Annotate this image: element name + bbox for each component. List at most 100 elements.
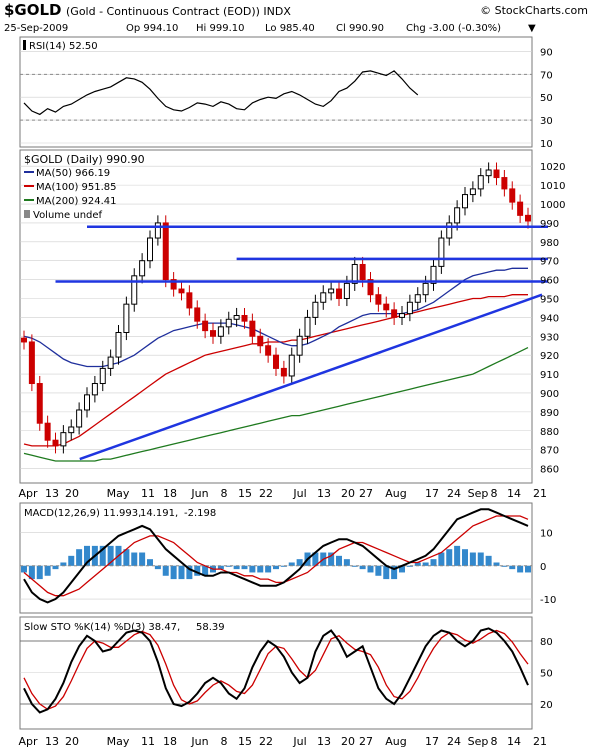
- watermark: © StockCharts.com: [480, 4, 588, 17]
- macd-histogram-bar: [257, 565, 264, 573]
- macd-histogram-bar: [52, 565, 59, 570]
- candle-body: [107, 356, 114, 369]
- macd-legend-label: MACD(12,26,9) 11.993,: [24, 508, 141, 519]
- x-tick-label: 14: [507, 735, 521, 748]
- x-tick-label: 18: [163, 735, 177, 748]
- candle-body: [21, 337, 27, 343]
- macd-histogram-bar: [477, 552, 484, 566]
- macd-histogram-bar: [28, 565, 35, 580]
- price-legend: $GOLD (Daily) 990.90 MA(50) 966.19 MA(10…: [24, 153, 145, 221]
- rsi-tick-label: 70: [540, 70, 553, 81]
- price-tick-label: 940: [540, 313, 559, 324]
- change-down-marker: ▼: [528, 23, 536, 34]
- candle-body: [28, 341, 35, 385]
- candle-body: [210, 330, 216, 337]
- x-tick-label: Apr: [18, 735, 38, 748]
- macd-histogram-bar: [399, 565, 405, 573]
- x-tick-label: 13: [45, 735, 59, 748]
- macd-histogram-bar: [343, 559, 350, 566]
- macd-histogram-bar: [76, 549, 83, 566]
- x-tick-label: 21: [533, 487, 547, 500]
- candle-body: [359, 263, 366, 281]
- rsi-series: [20, 70, 532, 121]
- x-tick-label: 8: [491, 487, 498, 500]
- candle-body: [399, 313, 405, 318]
- macd-histogram-bar: [44, 565, 51, 576]
- x-tick-label: 13: [317, 487, 331, 500]
- macd-hist-legend: -2.198: [184, 508, 216, 519]
- candle-body: [178, 288, 185, 294]
- macd-histogram-bar: [525, 565, 531, 573]
- candle-body: [509, 188, 516, 203]
- macd-histogram-bar: [217, 565, 224, 570]
- macd-histogram-bar: [328, 552, 335, 566]
- macd-histogram-bar: [273, 565, 279, 570]
- candle-body: [36, 383, 43, 424]
- stochastic-d-line: [23, 629, 529, 711]
- x-tick-label: 24: [447, 487, 461, 500]
- macd-histogram-bar: [162, 565, 169, 576]
- x-tick-label: 20: [341, 735, 355, 748]
- candle-body: [154, 222, 161, 239]
- candle-body: [430, 265, 437, 284]
- macd-legend: MACD(12,26,9) 11.993, 14.191, -2.198: [24, 508, 216, 519]
- x-tick-label: Jul: [292, 487, 306, 500]
- candle-body: [233, 315, 240, 320]
- price-tick-label: 930: [540, 332, 559, 343]
- stochastic-panel: [19, 616, 533, 730]
- macd-histogram-bar: [312, 552, 319, 566]
- price-tick-label: 990: [540, 219, 559, 230]
- candle-body: [99, 367, 106, 385]
- candle-body: [406, 301, 413, 315]
- candle-body: [217, 326, 224, 337]
- price-tick-label: 1010: [540, 181, 565, 192]
- candle-body: [367, 279, 374, 296]
- candle-body: [343, 282, 350, 299]
- rsi-legend-label: RSI(14) 52.50: [29, 41, 98, 52]
- candle-body: [485, 169, 492, 177]
- stochastic-tick-label: 50: [540, 669, 553, 680]
- candle-body: [414, 294, 421, 303]
- price-tick-label: 910: [540, 370, 559, 381]
- candle-body: [438, 237, 445, 267]
- rsi-tick-label: 50: [540, 93, 553, 104]
- x-tick-label: 8: [221, 487, 228, 500]
- candle-body: [351, 263, 358, 284]
- candle-body: [265, 345, 272, 356]
- price-panel: [19, 149, 533, 484]
- macd-signal-legend: 14.191,: [140, 508, 178, 519]
- stochastic-legend-label: Slow STO %K(14) %D(3) 38.47,: [24, 622, 180, 633]
- low-value: Lo 985.40: [265, 23, 315, 34]
- x-tick-label: 14: [507, 487, 521, 500]
- macd-histogram-bar: [123, 549, 130, 566]
- x-tick-label: Jul: [292, 735, 306, 748]
- macd-histogram-bar: [139, 552, 146, 566]
- macd-histogram-bar: [351, 565, 358, 567]
- macd-histogram-bar: [84, 545, 90, 566]
- macd-histogram-bar: [241, 565, 248, 570]
- candle-body: [131, 275, 138, 305]
- candle-body: [115, 332, 122, 358]
- macd-signal-line: [23, 515, 529, 597]
- x-tick-label: 11: [141, 487, 155, 500]
- x-tick-label: Aug: [385, 735, 406, 748]
- macd-histogram-bar: [446, 549, 453, 566]
- x-tick-label: 20: [65, 735, 79, 748]
- macd-histogram-bar: [178, 565, 185, 580]
- x-tick-label: Apr: [18, 487, 38, 500]
- macd-histogram-bar: [501, 565, 508, 567]
- price-legend-title: $GOLD (Daily) 990.90: [24, 153, 145, 166]
- ma200-line: [23, 347, 529, 462]
- candle-body: [84, 394, 90, 411]
- macd-histogram-bar: [21, 565, 27, 573]
- x-tick-label: 27: [359, 735, 373, 748]
- candle-body: [469, 188, 476, 196]
- macd-histogram-bar: [202, 565, 209, 576]
- rsi-tick-label: 30: [540, 116, 553, 127]
- rsi-tick-label: 90: [540, 47, 553, 58]
- macd-histogram-bar: [68, 555, 75, 566]
- candle-body: [186, 292, 193, 309]
- price-tick-label: 1020: [540, 162, 565, 173]
